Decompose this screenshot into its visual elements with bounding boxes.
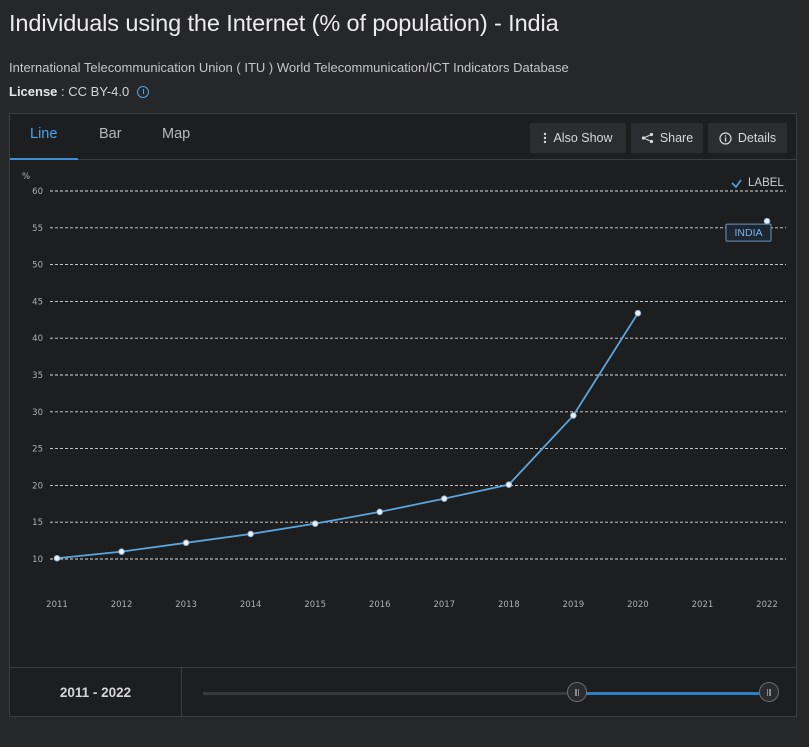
page-title: Individuals using the Internet (% of pop… xyxy=(9,10,559,36)
license-value: : CC BY-4.0 xyxy=(57,84,130,99)
y-tick-label: 45 xyxy=(32,297,43,307)
y-tick-label: 30 xyxy=(32,408,43,418)
range-end-handle[interactable] xyxy=(759,682,779,702)
x-tick-label: 2012 xyxy=(111,600,133,610)
series-label-box: INDIA xyxy=(725,223,772,242)
share-label: Share xyxy=(659,131,694,145)
data-point[interactable] xyxy=(505,481,513,488)
range-track[interactable] xyxy=(203,692,769,695)
data-point[interactable] xyxy=(311,520,319,527)
data-point[interactable] xyxy=(634,309,642,317)
info-icon xyxy=(719,131,732,145)
data-source: International Telecommunication Union ( … xyxy=(9,60,569,75)
range-label: 2011 - 2022 xyxy=(10,668,182,717)
label-toggle[interactable]: LABEL xyxy=(731,177,784,189)
y-tick-label: 50 xyxy=(32,261,43,271)
y-tick-label: 15 xyxy=(32,518,43,528)
data-point[interactable] xyxy=(570,412,577,419)
range-start-handle[interactable] xyxy=(566,682,587,702)
x-tick-label: 2021 xyxy=(692,600,714,610)
series-line xyxy=(56,312,639,560)
range-fill xyxy=(576,692,769,695)
tab-map[interactable]: Map xyxy=(162,126,191,142)
y-tick-label: 25 xyxy=(32,445,43,455)
label-toggle-text: LABEL xyxy=(748,177,784,189)
license-line: License : CC BY-4.0 xyxy=(9,84,150,99)
y-axis-unit: % xyxy=(22,172,30,182)
tab-line[interactable]: Line xyxy=(30,126,58,142)
chart-panel: Line Bar Map Also Show Share Details 10 1… xyxy=(9,113,797,717)
data-point[interactable] xyxy=(182,539,190,547)
y-tick-label: 10 xyxy=(32,555,43,565)
more-vertical-icon xyxy=(544,132,547,144)
check-icon xyxy=(731,179,742,189)
grid-lines xyxy=(50,190,786,560)
y-tick-label: 35 xyxy=(32,371,43,381)
share-button[interactable]: Share xyxy=(631,123,703,153)
data-point[interactable] xyxy=(763,217,771,225)
active-tab-indicator xyxy=(10,158,78,160)
y-tick-label: 55 xyxy=(32,224,43,234)
x-tick-label: 2015 xyxy=(304,600,326,610)
x-tick-label: 2017 xyxy=(433,600,455,610)
range-selector: 2011 - 2022 xyxy=(10,667,796,717)
y-tick-label: 40 xyxy=(32,334,43,344)
x-tick-label: 2011 xyxy=(46,600,68,610)
x-tick-label: 2022 xyxy=(756,600,778,610)
also-show-button[interactable]: Also Show xyxy=(530,123,626,153)
x-tick-label: 2014 xyxy=(240,600,262,610)
x-tick-label: 2020 xyxy=(627,600,649,610)
data-point[interactable] xyxy=(247,530,254,538)
y-tick-label: 60 xyxy=(32,187,43,197)
x-tick-label: 2013 xyxy=(175,600,197,610)
x-tick-label: 2016 xyxy=(369,600,391,610)
data-point[interactable] xyxy=(118,548,125,555)
series-india: INDIA xyxy=(53,217,772,562)
series-label: INDIA xyxy=(734,227,762,239)
details-button[interactable]: Details xyxy=(708,123,787,153)
x-tick-label: 2018 xyxy=(498,600,520,610)
details-label: Details xyxy=(737,131,777,145)
also-show-label: Also Show xyxy=(553,131,613,145)
y-tick-label: 20 xyxy=(32,481,43,491)
share-icon xyxy=(641,132,653,144)
info-icon[interactable] xyxy=(137,85,150,98)
x-axis-ticks: 2011 2012 2013 2014 2015 2016 2017 2018 2019 2020… xyxy=(46,600,778,610)
tab-bar[interactable]: Bar xyxy=(99,126,122,142)
y-axis-ticks: 10 15 20 25 30 35 40 45 50 55 60 xyxy=(32,187,43,565)
data-point[interactable] xyxy=(53,555,61,562)
data-point[interactable] xyxy=(376,508,383,516)
view-tabs: Line Bar Map Also Show Share Details xyxy=(10,114,796,160)
data-point[interactable] xyxy=(441,495,448,502)
x-tick-label: 2019 xyxy=(563,600,585,610)
license-label: License xyxy=(9,84,58,99)
